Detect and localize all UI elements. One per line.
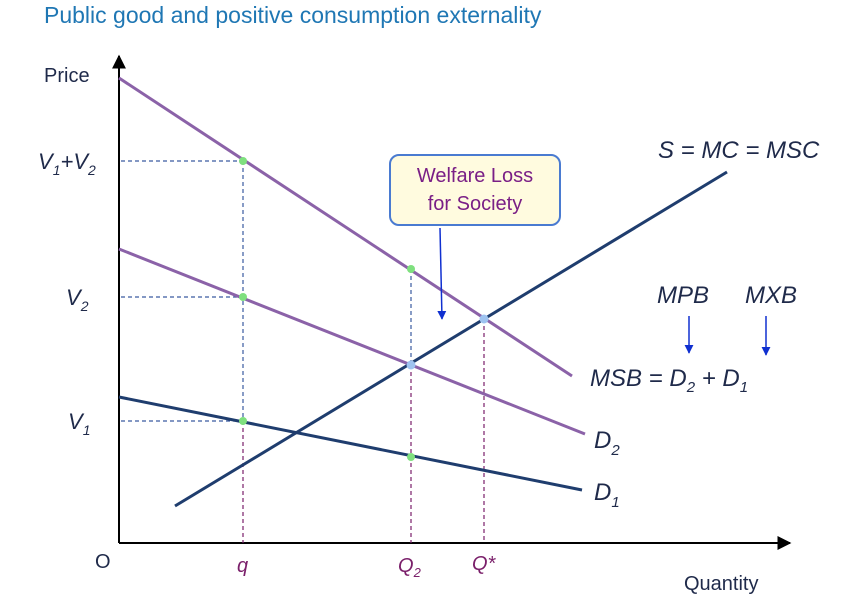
tick-v1: V1 [68,409,90,438]
mxb-label: MXB [745,282,797,309]
tick-q: q [237,555,248,577]
y-axis-label: Price [44,65,90,87]
point-msb-q [239,157,247,165]
welfare-line2: for Society [427,193,523,215]
point-d2-q [239,293,247,301]
tick-v2: V2 [66,285,89,314]
welfare-loss-arrow [437,227,447,320]
d2-curve [118,247,586,436]
mpb-label: MPB [657,282,709,309]
diagram-title: Public good and positive consumption ext… [44,2,542,28]
point-msb-q2 [407,265,415,273]
tick-qstar: Q* [472,553,497,575]
d1-label: D1 [594,479,620,511]
welfare-loss-callout: Welfare Loss for Society [389,154,561,226]
d2-label: D2 [594,427,620,459]
msb-label: MSB = D2 + D1 [590,365,748,396]
tick-v1v2: V1+V2 [38,149,96,178]
origin-label: O [95,551,111,573]
supply-label: S = MC = MSC [658,137,820,164]
d1-curve [118,395,583,492]
x-axis-label: Quantity [684,573,758,595]
point-d1-q [239,417,247,425]
welfare-line1: Welfare Loss [416,165,534,187]
tick-q2: Q2 [398,555,422,580]
point-d1-q2 [407,453,415,461]
point-equilibrium-qstar [479,314,489,324]
supply-curve [174,170,728,508]
msb-curve [118,76,573,378]
point-equilibrium-q2 [406,360,416,370]
